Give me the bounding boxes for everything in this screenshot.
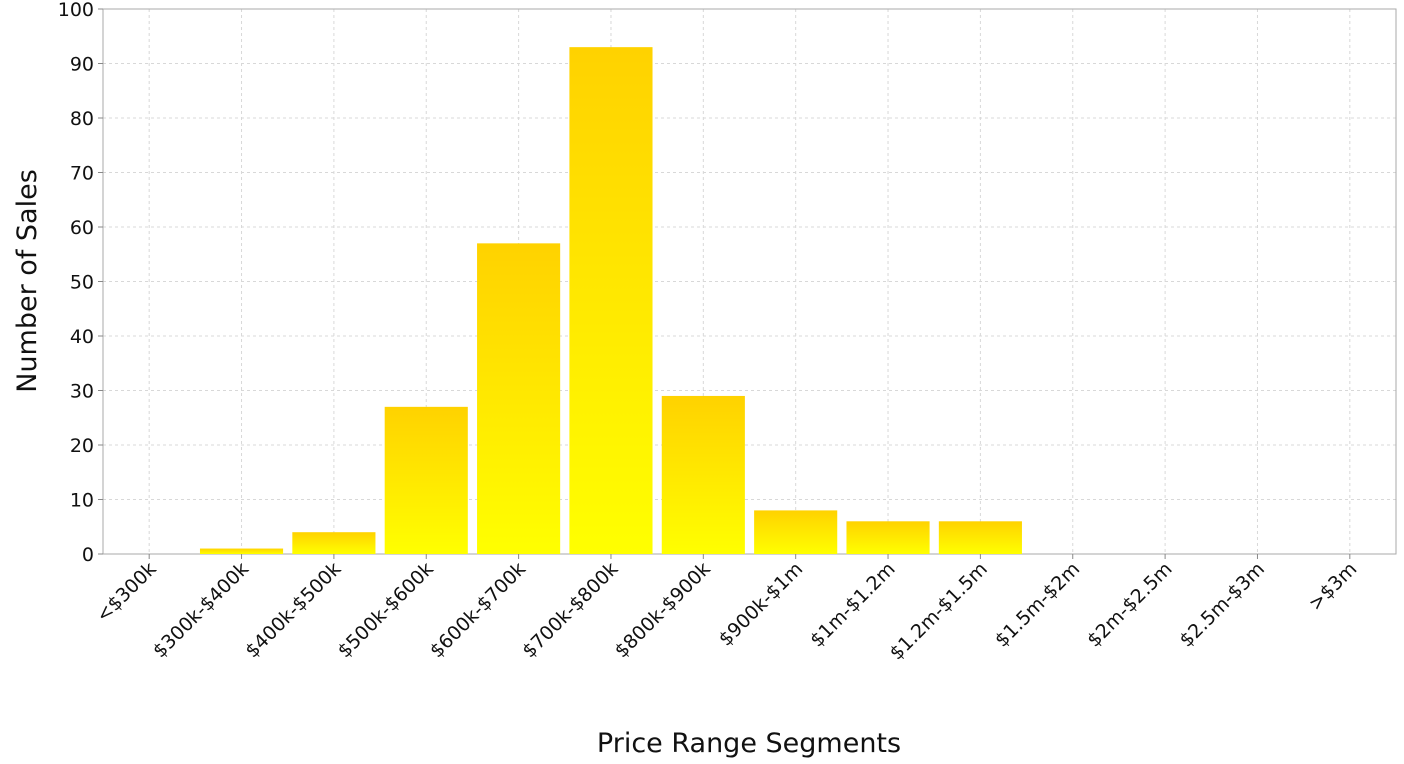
y-tick-label: 70	[70, 163, 94, 185]
x-tick-label: $1.5m-$2m	[991, 558, 1085, 652]
bar	[384, 406, 468, 554]
y-tick-label: 20	[70, 435, 94, 457]
bar	[846, 521, 930, 554]
x-axis-title: Price Range Segments	[597, 728, 901, 759]
y-axis-title: Number of Sales	[12, 169, 43, 393]
bars	[199, 47, 1022, 555]
x-tick-label: $600k-$700k	[426, 558, 530, 662]
bar	[661, 395, 745, 554]
x-tick-label: $500k-$600k	[333, 558, 437, 662]
y-tick-label: 30	[70, 381, 94, 403]
x-axis-ticks: <$300k$300k-$400k$400k-$500k$500k-$600k$…	[92, 554, 1361, 664]
x-tick-label: $2.5m-$3m	[1175, 558, 1269, 652]
y-axis-ticks: 0 10 20 30 40 50 60 70 80 90 100	[58, 0, 103, 566]
y-tick-label: 90	[70, 54, 94, 76]
x-tick-label: $900k-$1m	[715, 558, 808, 651]
bar	[477, 243, 561, 554]
x-tick-label: $1m-$1.2m	[806, 558, 900, 652]
x-tick-label: $400k-$500k	[241, 558, 345, 662]
y-tick-label: 0	[82, 544, 94, 566]
x-tick-label: <$300k	[92, 558, 161, 627]
bar	[754, 510, 838, 554]
y-tick-label: 40	[70, 326, 94, 348]
x-tick-label: $700k-$800k	[518, 558, 622, 662]
x-tick-label: $2m-$2.5m	[1083, 558, 1177, 652]
bar	[938, 521, 1022, 554]
y-tick-label: 60	[70, 217, 94, 239]
bar	[199, 548, 284, 554]
y-tick-label: 50	[70, 272, 94, 294]
y-tick-label: 100	[58, 0, 94, 21]
x-tick-label: $300k-$400k	[149, 558, 253, 662]
y-tick-label: 80	[70, 108, 94, 130]
grid-lines	[103, 8, 1396, 555]
y-tick-label: 10	[70, 490, 94, 512]
x-tick-label: >$3m	[1304, 558, 1361, 615]
bar	[569, 47, 653, 555]
x-tick-label: $800k-$900k	[611, 558, 715, 662]
bar	[292, 532, 376, 554]
x-tick-label: $1.2m-$1.5m	[886, 558, 992, 664]
